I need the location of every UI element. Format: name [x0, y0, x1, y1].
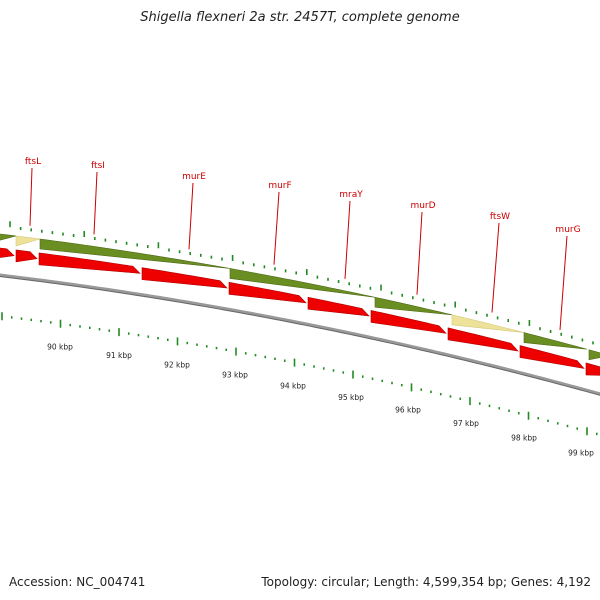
gene-band-segment-1 [15, 235, 41, 247]
leader-line [93, 171, 98, 235]
kbp-label-track: 90 kbp 91 kbp 92 kbp 93 kbp 94 kbp 95 kbp 96 k… [47, 343, 594, 458]
gene-name-text: mraY [339, 190, 363, 200]
backbone-path [0, 273, 600, 396]
leader-line [491, 222, 500, 313]
map-title: Shigella flexneri 2a str. 2457T, complet… [140, 10, 460, 25]
kbp-label: 99 kbp [568, 449, 594, 458]
genome-summary-text: Topology: circular; Length: 4,599,354 bp… [261, 575, 591, 589]
gene-label-murD: murD [410, 201, 436, 295]
leader-line [273, 191, 280, 265]
cds-arrow-3 [141, 267, 228, 289]
cds-arrow-8 [519, 345, 585, 369]
leader-line [559, 235, 568, 331]
gene-label-track: ftsL ftsI murE murF mraY murD ftsW murG [25, 157, 581, 331]
cds-arrow-5 [307, 296, 370, 317]
accession-text: Accession: NC_004741 [9, 575, 146, 589]
kbp-label: 90 kbp [47, 343, 73, 352]
gene-band-segment-5 [451, 314, 525, 333]
cds-arrow-6 [370, 310, 447, 334]
kbp-label: 92 kbp [164, 360, 190, 369]
cds-arrow-9 [585, 362, 600, 376]
gene-label-murF: murF [268, 181, 292, 265]
gene-label-ftsW: ftsW [490, 212, 510, 313]
backbone-shadow [0, 275, 600, 396]
backbone-line [0, 273, 600, 396]
gene-band-segment-3 [229, 268, 376, 298]
gene-name-text: murD [410, 201, 435, 211]
cds-arrow-track [0, 247, 600, 376]
cds-arrow-4 [228, 281, 307, 304]
gene-band-segment-6 [523, 332, 588, 350]
cds-arrow-1 [15, 249, 38, 263]
kbp-label: 93 kbp [222, 370, 248, 379]
gene-label-murG: murG [555, 225, 581, 331]
upper-tick-track [9, 221, 594, 345]
leader-line [416, 211, 423, 295]
gene-band-segment-2 [39, 238, 231, 269]
gene-band-segment-4 [374, 296, 453, 316]
kbp-label: 96 kbp [395, 406, 421, 415]
kbp-label: 98 kbp [511, 434, 537, 443]
cds-arrow-2 [38, 252, 141, 274]
lower-tick-track [1, 312, 598, 436]
gene-band-segment-7 [588, 349, 600, 361]
kbp-label: 94 kbp [280, 381, 306, 390]
leader-line [29, 167, 33, 226]
gene-band-track [0, 233, 600, 361]
gene-label-ftsI: ftsI [91, 161, 105, 235]
kbp-label: 91 kbp [106, 351, 132, 360]
kbp-label: 95 kbp [338, 393, 364, 402]
gene-name-text: ftsW [490, 212, 510, 222]
kbp-label: 97 kbp [453, 419, 479, 428]
cds-arrow-7 [447, 327, 519, 352]
cds-arrow-0 [0, 247, 15, 258]
gene-band-segment-0 [0, 233, 17, 241]
gene-name-text: murF [268, 181, 291, 191]
gene-label-ftsL: ftsL [25, 157, 41, 226]
gene-label-mraY: mraY [339, 190, 363, 279]
leader-line [188, 182, 194, 250]
gene-name-text: murG [555, 225, 580, 235]
leader-line [344, 200, 351, 279]
gene-name-text: murE [182, 172, 206, 182]
gene-label-murE: murE [182, 172, 206, 250]
gene-name-text: ftsL [25, 157, 41, 167]
gene-name-text: ftsI [91, 161, 105, 171]
